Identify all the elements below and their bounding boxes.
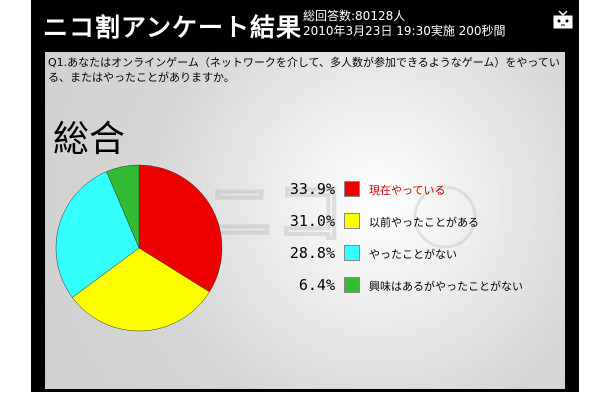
pie-slice-2 xyxy=(72,247,210,332)
legend-item: 31.0% 以前やったことがある xyxy=(245,212,565,244)
tv-mascot-icon xyxy=(552,10,574,30)
pie-slice-4 xyxy=(106,164,140,249)
pie-slice-1 xyxy=(138,164,223,293)
legend-item: 6.4% 興味はあるがやったことがない xyxy=(245,276,565,308)
legend-label: 現在やっている xyxy=(369,184,446,197)
legend-swatch xyxy=(344,245,360,261)
legend-item: 33.9% 現在やっている xyxy=(245,180,565,212)
data-label: 6.4% xyxy=(298,276,335,294)
watermark-logo: ニコ xyxy=(204,171,477,255)
legend-item: 28.8% やったことがない xyxy=(245,244,565,276)
survey-frame: ニコ割アンケート結果 総回答数:80128人 2010年3月23日 19:30実… xyxy=(31,0,579,392)
legend-label: 以前やったことがある xyxy=(369,216,479,229)
chart-panel: Q1.あなたはオンラインゲーム（ネットワークを介して、多人数が参加できるようなゲ… xyxy=(45,52,565,389)
pie-slice-3 xyxy=(55,171,140,298)
page-title: ニコ割アンケート結果 xyxy=(43,13,303,42)
survey-meta: 総回答数:80128人 2010年3月23日 19:30実施 200秒間 xyxy=(303,9,506,39)
header-bar: ニコ割アンケート結果 総回答数:80128人 2010年3月23日 19:30実… xyxy=(31,0,579,50)
legend-swatch xyxy=(344,213,360,229)
svg-text:ニコ: ニコ xyxy=(205,172,345,254)
data-label: 33.9% xyxy=(289,180,335,198)
legend-label: 興味はあるがやったことがない xyxy=(369,280,523,293)
legend-label: やったことがない xyxy=(369,248,457,261)
survey-date: 2010年3月23日 19:30実施 200秒間 xyxy=(303,24,506,38)
data-label: 28.8% xyxy=(289,244,335,262)
data-label: 31.0% xyxy=(289,212,335,230)
legend-swatch xyxy=(344,181,360,197)
chart-legend: 33.9% 現在やっている 31.0% 以前やったことがある 28.8% やったことがない… xyxy=(245,180,565,308)
chart-subtitle: 総合 xyxy=(53,119,126,160)
question-text: Q1.あなたはオンラインゲーム（ネットワークを介して、多人数が参加できるようなゲ… xyxy=(48,56,560,84)
pie-chart xyxy=(55,164,223,332)
total-responses: 総回答数:80128人 xyxy=(303,9,406,23)
legend-swatch xyxy=(344,277,360,293)
